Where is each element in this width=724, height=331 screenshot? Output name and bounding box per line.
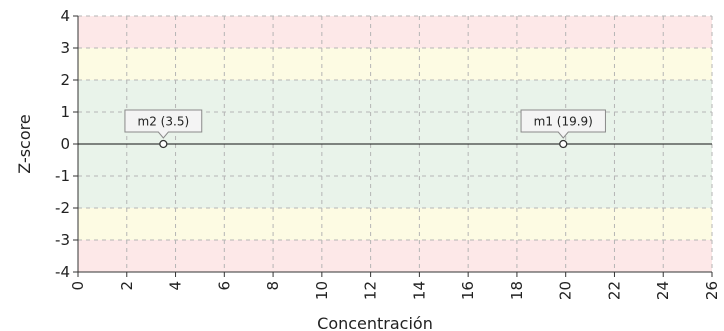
x-tick-label: 8 (264, 281, 282, 291)
x-tick-label: 6 (215, 281, 233, 291)
x-axis-title: Concentración (317, 314, 433, 331)
z-band-1 (78, 48, 712, 80)
x-tick-label: 16 (459, 281, 477, 300)
x-tick-label: 10 (313, 281, 331, 300)
x-tick-label: 22 (605, 281, 623, 300)
point-label: m1 (19.9) (534, 115, 593, 129)
z-band-0 (78, 16, 712, 48)
x-tick-label: 12 (362, 281, 380, 300)
point-label: m2 (3.5) (138, 115, 190, 129)
x-tick-label: 20 (557, 281, 575, 300)
y-tick-label: 2 (60, 71, 70, 89)
data-point (559, 139, 568, 149)
y-axis-title: Z-score (15, 114, 34, 173)
x-tick-label: 0 (69, 281, 87, 291)
x-tick-label: 14 (410, 281, 428, 300)
x-tick-label: 26 (703, 281, 721, 300)
point-callout (520, 109, 606, 139)
y-tick-label: -3 (55, 231, 70, 249)
point-callout (124, 109, 203, 139)
y-tick-label: 4 (60, 7, 70, 25)
x-tick-label: 24 (654, 281, 672, 300)
y-tick-label: 3 (60, 39, 70, 57)
x-tick-label: 2 (118, 281, 136, 291)
x-tick-label: 18 (508, 281, 526, 300)
y-tick-label: 0 (60, 135, 70, 153)
x-tick-label: 4 (167, 281, 185, 291)
y-tick-label: -4 (55, 263, 70, 281)
y-tick-label: 1 (60, 103, 70, 121)
y-tick-label: -2 (55, 199, 70, 217)
z-band-4 (78, 240, 712, 272)
z-band-3 (78, 208, 712, 240)
y-tick-label: -1 (55, 167, 70, 185)
data-point (159, 139, 168, 149)
